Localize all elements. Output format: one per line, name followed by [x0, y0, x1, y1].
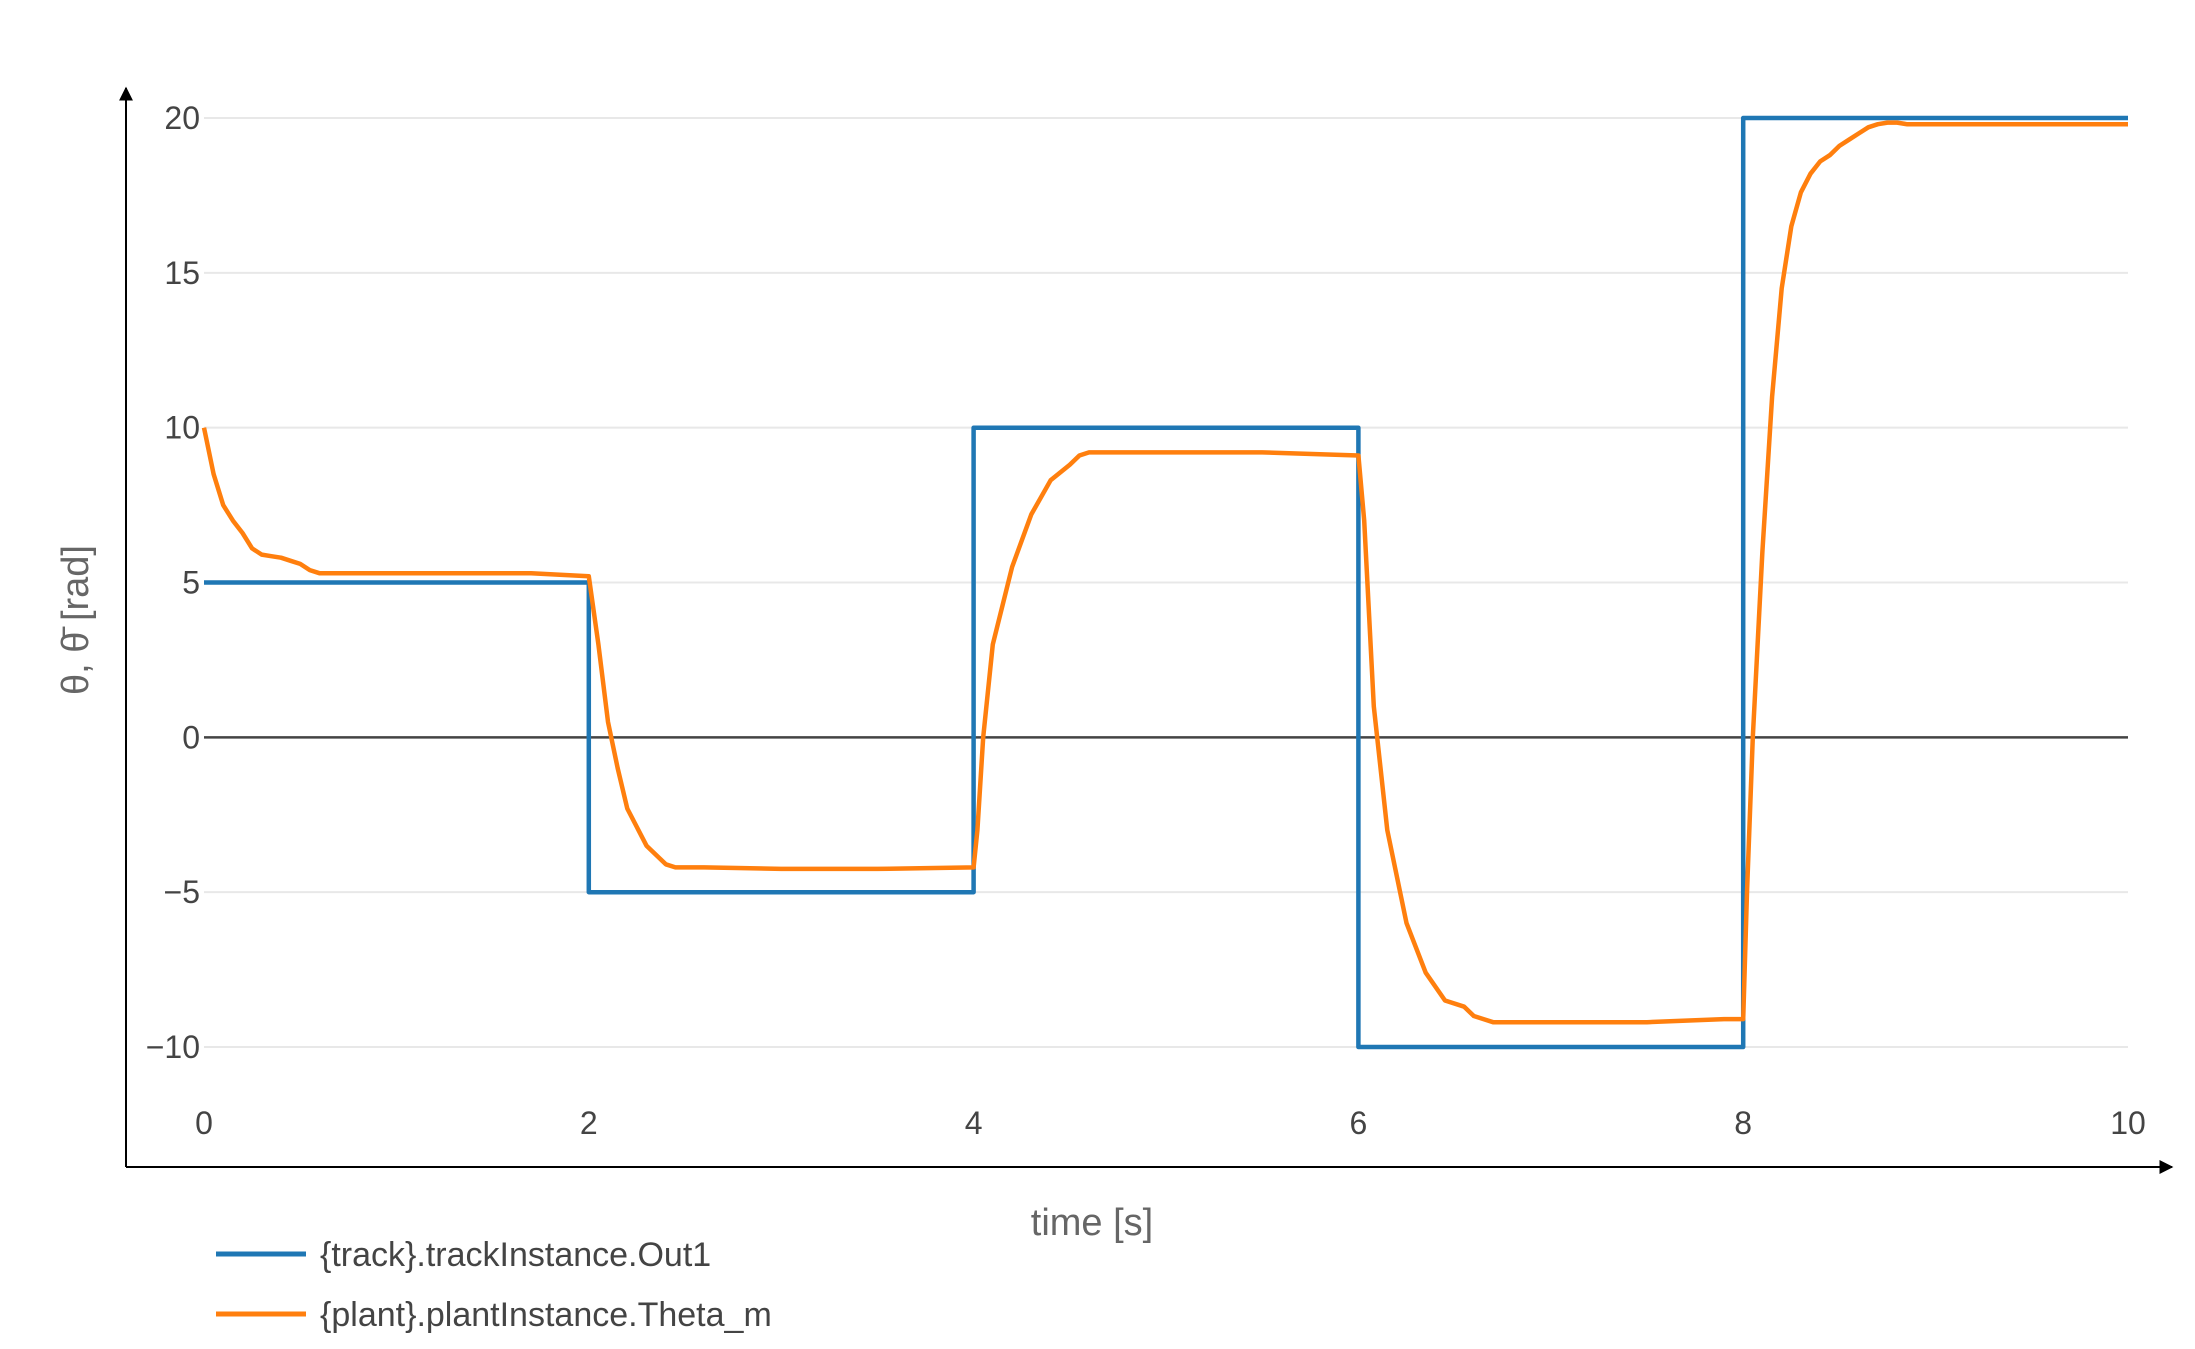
- y-tick-label: 10: [164, 410, 200, 446]
- legend-label-2: {plant}.plantInstance.Theta_m: [320, 1296, 772, 1334]
- series-line-2: [201, 120, 2128, 1025]
- x-tick-label: 2: [580, 1105, 598, 1141]
- y-tick-label: −5: [164, 874, 200, 910]
- y-tick-label: 5: [182, 565, 200, 601]
- legend-label-1: {track}.trackInstance.Out1: [320, 1236, 711, 1274]
- x-tick-label: 10: [2110, 1105, 2146, 1141]
- x-tick-label: 8: [1734, 1105, 1752, 1141]
- x-axis-title: time [s]: [1031, 1202, 1153, 1244]
- x-tick-label: 0: [195, 1105, 213, 1141]
- y-tick-label: 0: [182, 719, 200, 755]
- legend: {track}.trackInstance.Out1 {plant}.plantI…: [216, 1236, 772, 1334]
- x-tick-label: 6: [1350, 1105, 1368, 1141]
- x-tick-label: 4: [965, 1105, 983, 1141]
- series-line-1: [204, 115, 2128, 1050]
- y-axis-title: θ, θ̄ [rad]: [55, 545, 97, 695]
- y-tick-label: −10: [146, 1029, 200, 1065]
- series-lines: [201, 115, 2128, 1050]
- y-tick-label: 15: [164, 255, 200, 291]
- axes: [119, 86, 2174, 1174]
- y-tick-label: 20: [164, 100, 200, 136]
- tick-labels: −10 −5 0 5 10 15 20 0 2 4 6 8 10: [146, 100, 2146, 1141]
